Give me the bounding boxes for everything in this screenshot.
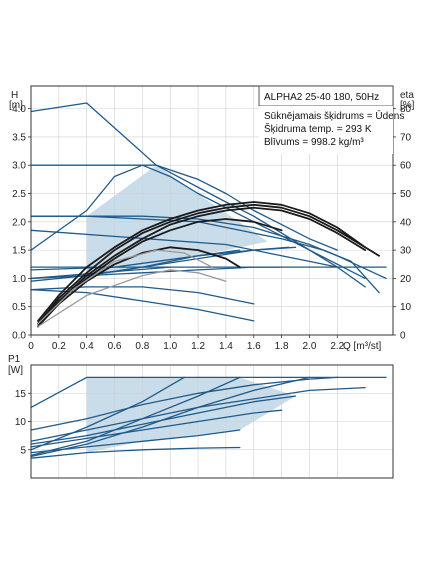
y2-tick-label: 0 <box>400 331 406 342</box>
y-tick-label: 4.0 <box>12 104 26 115</box>
x-tick-label: 1.6 <box>247 341 261 352</box>
pump-curve <box>30 286 255 305</box>
efficiency-curve <box>37 206 367 328</box>
pump-curve <box>30 102 366 288</box>
y-axis-label-H: H <box>11 90 18 101</box>
y2-tick-label: 80 <box>400 104 412 115</box>
x-tick-label: 0.4 <box>80 341 94 352</box>
pump-curve <box>30 164 366 280</box>
x-tick-label: 0.8 <box>135 341 149 352</box>
top-x-ticks: 0 0.2 0.4 0.6 0.8 1.0 1.2 1.4 1.6 1.8 2.0 2.2 <box>28 335 345 352</box>
x-tick-label: 2.0 <box>303 341 317 352</box>
info-temperature: Šķidruma temp. = 293 K <box>264 122 372 135</box>
top-plot-frame <box>30 85 394 336</box>
power-curve <box>30 395 297 445</box>
power-curve <box>30 409 283 448</box>
pump-curve <box>30 164 338 251</box>
y-axis-unit-m: [m] <box>9 100 23 111</box>
info-density: Blīvums = 998.2 kg/m³ <box>264 137 364 148</box>
y-tick-label: 0.0 <box>12 331 26 342</box>
power-curve <box>30 376 241 457</box>
pump-curve <box>30 215 387 280</box>
x-tick-label: 2.2 <box>330 341 344 352</box>
x-tick-label: 0.2 <box>52 341 66 352</box>
bottom-y-tick-label: 15 <box>15 389 27 400</box>
bottom-y-tick-label: 10 <box>15 417 27 428</box>
x-tick-label: 0.6 <box>108 341 122 352</box>
y2-axis-unit-pct: [%] <box>400 100 415 111</box>
efficiency-curve <box>37 269 227 328</box>
power-curve <box>30 376 185 451</box>
y2-tick-label: 40 <box>400 217 412 228</box>
efficiency-curve <box>37 201 367 322</box>
y2-tick-label: 70 <box>400 132 412 143</box>
y2-axis-label-eta: eta <box>400 90 414 101</box>
y2-tick-label: 10 <box>400 302 412 313</box>
y-tick-label: 2.5 <box>12 189 26 200</box>
y-tick-label: 3.5 <box>12 132 26 143</box>
x-tick-label: 1.4 <box>219 341 233 352</box>
model-title: ALPHA2 25-40 180, 50Hz <box>264 92 379 103</box>
y2-tick-label: 60 <box>400 161 412 172</box>
x-axis-label: Q [m³/st] <box>343 341 382 352</box>
top-chart: 0 0.2 0.4 0.6 0.8 1.0 1.2 1.4 1.6 1.8 2.0 2.2 0.00.… <box>9 85 415 352</box>
power-curve <box>30 376 311 458</box>
x-tick-label: 0 <box>28 341 34 352</box>
y-axis-label-P1: P1 <box>8 354 21 365</box>
x-tick-label: 1.8 <box>275 341 289 352</box>
info-fluid: Sūknējamais šķidrums = Ūdens <box>264 110 404 122</box>
top-y-ticks: 0.0 0.5 1.0 1.5 2.0 2.5 3.0 3.5 4.0 <box>12 104 31 342</box>
efficiency-curve <box>37 203 380 325</box>
bottom-power-curves <box>30 376 387 459</box>
y-tick-label: 1.5 <box>12 246 26 257</box>
power-curve <box>30 446 241 459</box>
x-tick-label: 1.0 <box>163 341 177 352</box>
y-axis-unit-W: [W] <box>8 365 23 376</box>
y2-tick-label: 20 <box>400 274 412 285</box>
y2-tick-label: 30 <box>400 246 412 257</box>
power-curve <box>30 376 338 431</box>
efficiency-curve <box>37 249 213 325</box>
y-tick-label: 1.0 <box>12 274 26 285</box>
efficiency-curve <box>37 246 241 328</box>
y-tick-label: 2.0 <box>12 217 26 228</box>
top-y2-ticks: 0 10 20 30 40 50 60 70 80 <box>393 104 412 342</box>
x-tick-label: 1.2 <box>191 341 205 352</box>
bottom-y-ticks: 5 10 15 <box>15 389 31 456</box>
y-tick-label: 3.0 <box>12 161 26 172</box>
bottom-chart: 5 10 15 P1 [W] <box>8 354 394 479</box>
y-tick-label: 0.5 <box>12 302 26 313</box>
pump-curve <box>30 229 338 268</box>
info-box-bg <box>259 106 393 154</box>
y2-tick-label: 50 <box>400 189 412 200</box>
bottom-y-tick-label: 5 <box>20 445 26 456</box>
top-pump-curves <box>30 102 387 328</box>
bottom-grid <box>30 365 393 478</box>
